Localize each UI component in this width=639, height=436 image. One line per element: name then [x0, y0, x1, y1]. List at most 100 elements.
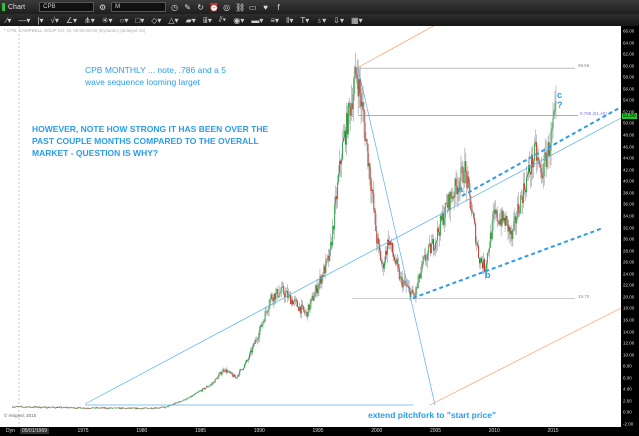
- candle: [434, 249, 436, 251]
- bar-tool-icon[interactable]: ▬▾: [251, 15, 264, 25]
- candle: [115, 407, 117, 409]
- list-tool-icon[interactable]: ≡▾: [270, 15, 280, 25]
- candle: [125, 408, 127, 409]
- fib-tool-icon[interactable]: ∠▾: [65, 15, 78, 25]
- text-tool-icon[interactable]: T▾: [300, 15, 310, 25]
- candle: [222, 369, 224, 373]
- symbol-input[interactable]: CPB: [39, 2, 95, 12]
- candle: [447, 194, 449, 208]
- y-tick-label: 28.00: [623, 248, 635, 254]
- dyn-label[interactable]: Dyn: [6, 428, 15, 434]
- arrow-tool-icon[interactable]: ⇩▾: [333, 15, 345, 25]
- candle: [109, 407, 111, 409]
- candle: [53, 406, 55, 408]
- interval-select[interactable]: M: [111, 2, 167, 12]
- y-tick-label: 42.00: [623, 167, 635, 173]
- candle: [329, 249, 331, 261]
- candle: [45, 406, 47, 408]
- pin-tool-icon[interactable]: ♁▾: [316, 15, 327, 25]
- time-axis[interactable]: Dyn 05/01/1969 1975 1980 1985 1990 1995 2000 2…: [0, 427, 621, 436]
- candle: [247, 358, 249, 361]
- comment-icon[interactable]: ▭: [248, 2, 257, 12]
- candle: [353, 78, 355, 95]
- x-tick-label: 1985: [194, 428, 207, 434]
- candle: [505, 216, 507, 226]
- candle: [52, 406, 54, 408]
- candle: [344, 130, 346, 145]
- candle: [402, 281, 404, 288]
- ellipse-tool-icon[interactable]: ○▾: [119, 15, 129, 25]
- channel-tool-icon[interactable]: ⫽▾: [218, 15, 227, 24]
- clock-icon[interactable]: ◷: [171, 2, 179, 12]
- candle: [218, 373, 220, 376]
- link-icon[interactable]: ⛓: [235, 2, 246, 12]
- y-tick-label: 64.00: [623, 40, 635, 46]
- chart-plot[interactable]: * CPB, CAMPBELL SOUP CO, M, 00:00-00:00 …: [0, 26, 621, 427]
- candle: [384, 261, 386, 269]
- pencil-icon[interactable]: ✎: [184, 2, 191, 12]
- candle: [194, 393, 196, 395]
- candle: [452, 196, 454, 199]
- candle: [500, 219, 502, 226]
- target-tool-icon[interactable]: ◉▾: [233, 15, 245, 25]
- candle: [435, 240, 437, 243]
- pattern-tool-icon[interactable]: ▰▾: [185, 15, 196, 25]
- candle: [191, 396, 193, 397]
- refresh-icon[interactable]: ↻: [197, 2, 204, 12]
- candle: [532, 161, 534, 168]
- candle: [510, 230, 512, 235]
- candle: [158, 407, 160, 409]
- candle: [293, 301, 295, 305]
- triangle-tool-icon[interactable]: △▾: [168, 15, 179, 25]
- candle: [458, 188, 460, 191]
- candle: [549, 150, 551, 156]
- candle: [227, 371, 229, 373]
- candle: [365, 139, 367, 141]
- candle: [46, 407, 48, 409]
- candle: [106, 408, 108, 410]
- price-chart[interactable]: [0, 26, 621, 427]
- pitchfork-tool-icon[interactable]: ⋔▾: [84, 15, 95, 25]
- candle: [521, 195, 523, 197]
- candle: [180, 401, 182, 403]
- rect-tool-icon[interactable]: □▾: [135, 15, 145, 25]
- candle: [75, 408, 77, 409]
- candle: [403, 280, 405, 282]
- candle: [306, 312, 308, 317]
- alarm-icon[interactable]: ⏰: [209, 2, 220, 12]
- line-tool-icon[interactable]: ∕▾: [6, 15, 12, 25]
- facebook-icon[interactable]: f: [277, 2, 280, 12]
- gear-icon[interactable]: ⚙: [99, 2, 107, 12]
- candle: [128, 407, 130, 409]
- cycle-tool-icon[interactable]: ⅲ▾: [202, 15, 212, 25]
- level-high-label: 59.56: [578, 63, 590, 68]
- date-field[interactable]: 05/01/1969: [20, 428, 50, 434]
- twitter-icon[interactable]: ♥: [263, 2, 268, 12]
- candle: [43, 406, 45, 408]
- fill-tool-icon[interactable]: ▦▾: [351, 15, 363, 25]
- candle: [420, 272, 422, 279]
- gann-tool-icon[interactable]: ✳▾: [101, 15, 113, 25]
- candle: [302, 306, 304, 311]
- y-tick-label: -2.00: [623, 421, 634, 427]
- price-axis[interactable]: 66.00 64.00 62.00 60.00 58.00 56.00 54.00 52.00…: [621, 26, 639, 427]
- hline-tool-icon[interactable]: —▾: [18, 15, 31, 25]
- candle: [143, 408, 145, 409]
- candle: [208, 385, 210, 387]
- candle: [429, 243, 431, 246]
- candle: [259, 325, 261, 332]
- y-tick-label: 50.00: [623, 120, 635, 126]
- pause-tool-icon[interactable]: ‖▾: [286, 15, 294, 25]
- candle: [243, 367, 245, 370]
- candle: [463, 182, 465, 183]
- compass-icon[interactable]: ◎: [223, 2, 231, 12]
- candle: [393, 256, 395, 262]
- candle: [35, 406, 37, 408]
- candle: [543, 154, 545, 176]
- candle: [523, 183, 525, 204]
- wave-tool-icon[interactable]: √▾: [50, 15, 59, 25]
- eraser-tool-icon[interactable]: ◇▾: [151, 15, 162, 25]
- vline-tool-icon[interactable]: |▾: [37, 15, 44, 25]
- candle: [475, 223, 477, 244]
- candle: [389, 240, 391, 245]
